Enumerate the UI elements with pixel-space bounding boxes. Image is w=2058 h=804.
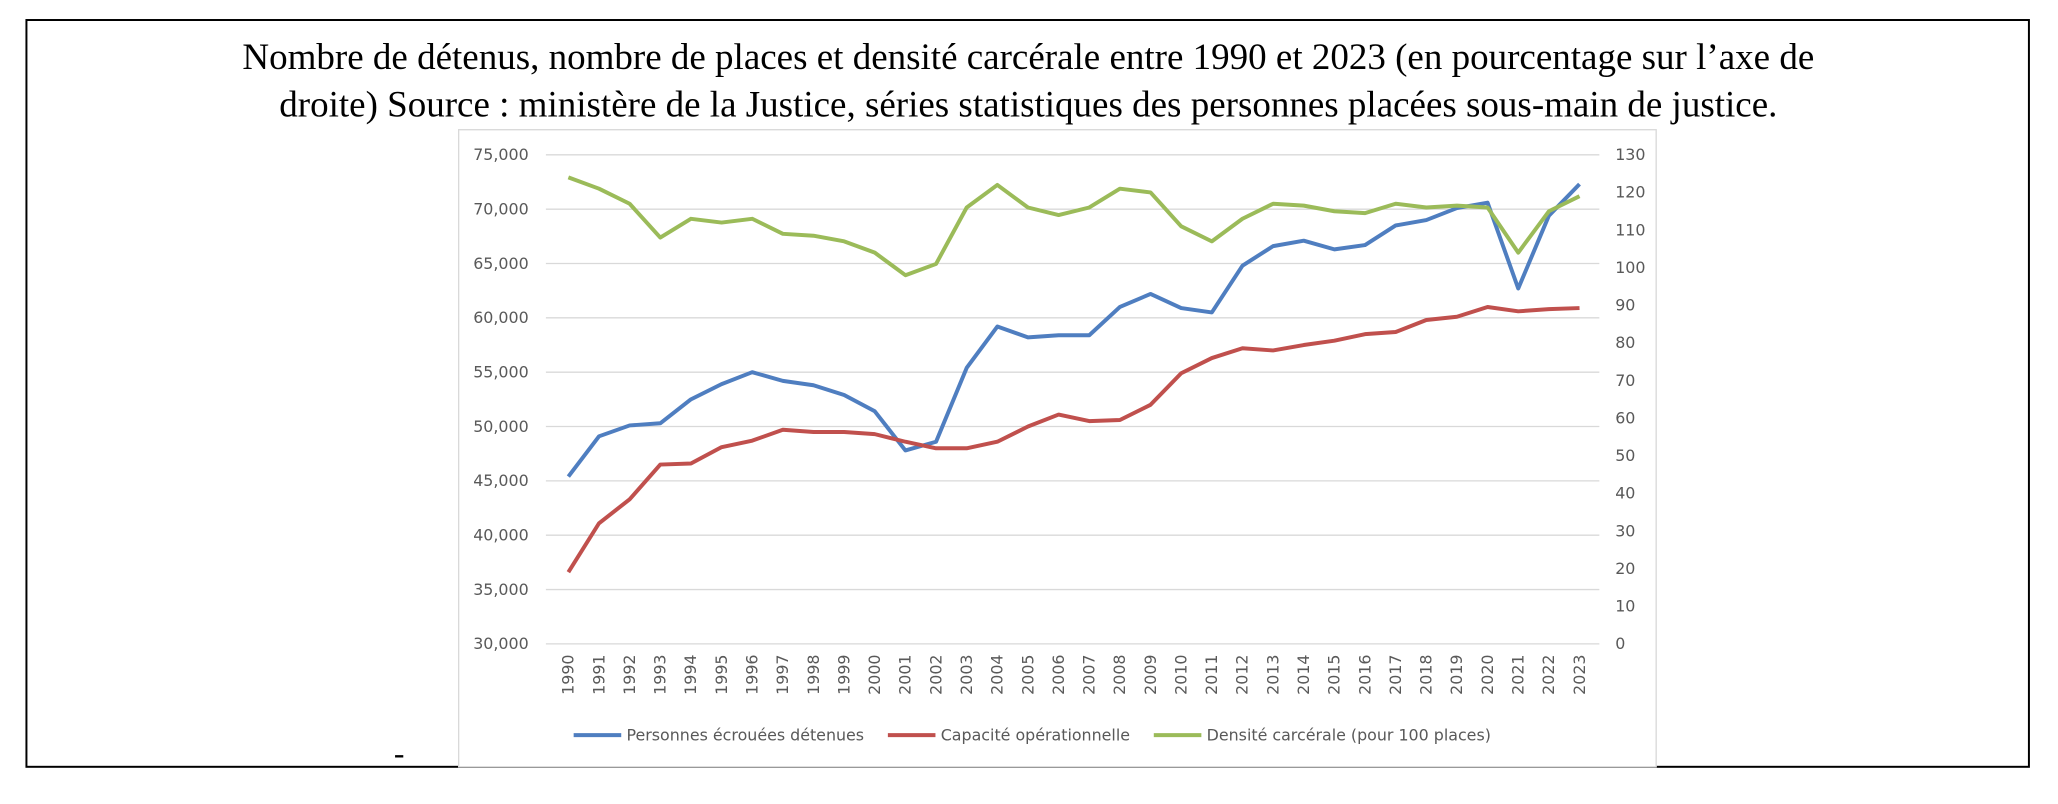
x-tick-label: 2010 — [1171, 654, 1190, 694]
x-tick-label: 1999 — [834, 654, 853, 694]
chart-title: droite) Source : ministère de la Justice… — [279, 84, 1777, 125]
y2-tick-label: 120 — [1615, 183, 1645, 202]
x-tick-label: 2006 — [1049, 654, 1068, 694]
x-tick-label: 2013 — [1263, 654, 1282, 694]
x-tick-label: 2022 — [1539, 654, 1558, 694]
y-tick-label: 75,000 — [473, 145, 529, 164]
y-tick-label: 60,000 — [473, 308, 529, 327]
y2-tick-label: 30 — [1615, 521, 1635, 540]
y2-tick-label: 20 — [1615, 559, 1635, 578]
x-tick-label: 2005 — [1018, 654, 1037, 694]
y-tick-label: 40,000 — [473, 525, 529, 544]
series-line — [566, 182, 1581, 478]
x-tick-label: 2015 — [1325, 654, 1344, 694]
x-tick-label: 1998 — [804, 654, 823, 694]
y2-tick-label: 100 — [1615, 258, 1645, 277]
x-tick-label: 2012 — [1233, 654, 1252, 694]
y-tick-label: 45,000 — [473, 471, 529, 490]
note: - — [394, 736, 405, 771]
x-tick-label: 2001 — [896, 654, 915, 694]
x-tick-label: 1991 — [589, 654, 608, 694]
legend-label: Capacité opérationnelle — [941, 725, 1130, 744]
x-tick-label: 2017 — [1386, 654, 1405, 694]
legend-label: Densité carcérale (pour 100 places) — [1207, 725, 1491, 744]
x-tick-label: 2018 — [1417, 654, 1436, 694]
y2-tick-label: 40 — [1615, 484, 1635, 503]
y-tick-label: 35,000 — [473, 580, 529, 599]
x-tick-label: 2003 — [957, 654, 976, 694]
x-tick-label: 2009 — [1141, 654, 1160, 694]
chart-title: Nombre de détenus, nombre de places et d… — [242, 37, 1814, 78]
y2-tick-label: 80 — [1615, 333, 1635, 352]
legend-label: Personnes écrouées détenues — [627, 725, 865, 744]
y2-tick-label: 90 — [1615, 296, 1635, 315]
x-tick-label: 2011 — [1202, 654, 1221, 694]
x-tick-label: 1992 — [620, 654, 639, 694]
x-tick-label: 2019 — [1447, 654, 1466, 694]
y-tick-label: 65,000 — [473, 254, 529, 273]
x-tick-label: 2000 — [865, 654, 884, 694]
y2-tick-label: 110 — [1615, 220, 1645, 239]
x-tick-label: 2020 — [1478, 654, 1497, 694]
y-tick-label: 50,000 — [473, 417, 529, 436]
y2-tick-label: 0 — [1615, 634, 1625, 653]
y2-tick-label: 130 — [1615, 145, 1645, 164]
x-tick-label: 1990 — [559, 654, 578, 694]
x-tick-label: 2004 — [988, 654, 1007, 694]
x-tick-label: 1994 — [681, 654, 700, 694]
x-tick-label: 2002 — [926, 654, 945, 694]
x-tick-label: 1995 — [712, 654, 731, 694]
y2-tick-label: 50 — [1615, 446, 1635, 465]
x-tick-label: 1993 — [651, 654, 670, 694]
x-tick-label: 1997 — [773, 654, 792, 694]
y-tick-label: 55,000 — [473, 362, 529, 381]
series-line — [566, 304, 1580, 574]
y-tick-label: 70,000 — [473, 199, 529, 218]
y2-tick-label: 10 — [1615, 597, 1635, 616]
x-tick-label: 1996 — [742, 654, 761, 694]
y-tick-label: 30,000 — [473, 634, 529, 653]
x-tick-label: 2014 — [1294, 654, 1313, 694]
x-tick-label: 2023 — [1570, 654, 1589, 694]
series-line — [567, 175, 1581, 278]
x-tick-label: 2007 — [1080, 654, 1099, 694]
x-tick-label: 2008 — [1110, 654, 1129, 694]
x-tick-label: 2021 — [1509, 654, 1528, 694]
y2-tick-label: 60 — [1615, 408, 1635, 427]
y2-tick-label: 70 — [1615, 371, 1635, 390]
x-tick-label: 2016 — [1355, 654, 1374, 694]
